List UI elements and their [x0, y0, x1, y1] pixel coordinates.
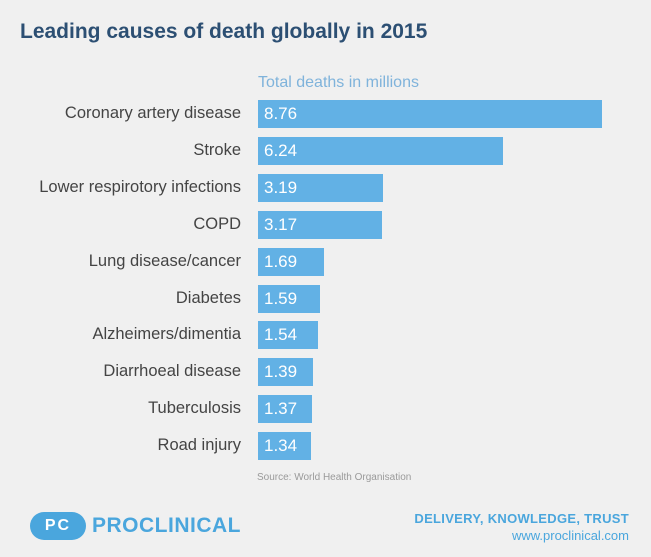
category-label: Coronary artery disease — [64, 104, 241, 122]
bar — [258, 432, 311, 461]
chart-title: Leading causes of death globally in 2015 — [20, 20, 428, 43]
bar-row: COPD 3.17 — [0, 210, 651, 239]
logo-mark: PC — [30, 512, 86, 540]
bar-row: Road injury 1.34 — [0, 432, 651, 461]
category-label: Stroke — [193, 140, 241, 159]
bar-row: Stroke 6.24 — [0, 136, 651, 165]
bar — [258, 284, 321, 313]
bar-row: Diabetes 1.59 — [0, 284, 651, 313]
bar-row: Lower respirotory infections 3.19 — [0, 173, 651, 202]
bar-value-label: 1.37 — [264, 399, 298, 419]
bar-value-label: 1.69 — [264, 251, 298, 271]
category-label: Alzheimers/dimentia — [92, 325, 241, 344]
bar — [258, 247, 325, 276]
logo-text: PROCLINICAL — [92, 514, 241, 537]
bar — [258, 136, 504, 165]
proclinical-logo: PC PROCLINICAL — [30, 512, 241, 540]
bar-value-label: 1.39 — [264, 362, 298, 382]
bar-row: Lung disease/cancer 1.69 — [0, 247, 651, 276]
tagline: DELIVERY, KNOWLEDGE, TRUST — [414, 511, 629, 526]
bar-value-label: 1.59 — [264, 288, 298, 308]
website-url: www.proclinical.com — [511, 528, 629, 543]
bar — [258, 358, 313, 387]
bar — [258, 210, 383, 239]
category-label: Diabetes — [175, 288, 241, 307]
bar-value-label: 3.17 — [264, 214, 298, 234]
bar-value-label: 3.19 — [264, 177, 298, 197]
bar-value-label: 8.76 — [264, 104, 298, 123]
bar-value-label: 6.24 — [264, 140, 298, 160]
category-label: Lung disease/cancer — [88, 251, 241, 270]
series-label: Total deaths in millions — [258, 74, 419, 91]
category-label: Tuberculosis — [148, 399, 241, 418]
bar — [258, 321, 319, 350]
bar — [258, 173, 384, 202]
bar — [258, 100, 602, 128]
bar-row: Coronary artery disease 8.76 — [0, 100, 651, 128]
bar-value-label: 1.34 — [264, 436, 298, 456]
category-label: COPD — [193, 214, 241, 233]
source-note: Source: World Health Organisation — [257, 472, 412, 483]
bar-value-label: 1.54 — [264, 325, 298, 345]
bar-row: Diarrhoeal disease 1.39 — [0, 358, 651, 387]
category-label: Diarrhoeal disease — [103, 362, 241, 381]
bar-row: Tuberculosis 1.37 — [0, 395, 651, 424]
bar-row: Alzheimers/dimentia 1.54 — [0, 321, 651, 350]
category-label: Lower respirotory infections — [39, 177, 241, 196]
bar — [258, 395, 312, 424]
category-label: Road injury — [157, 436, 241, 455]
